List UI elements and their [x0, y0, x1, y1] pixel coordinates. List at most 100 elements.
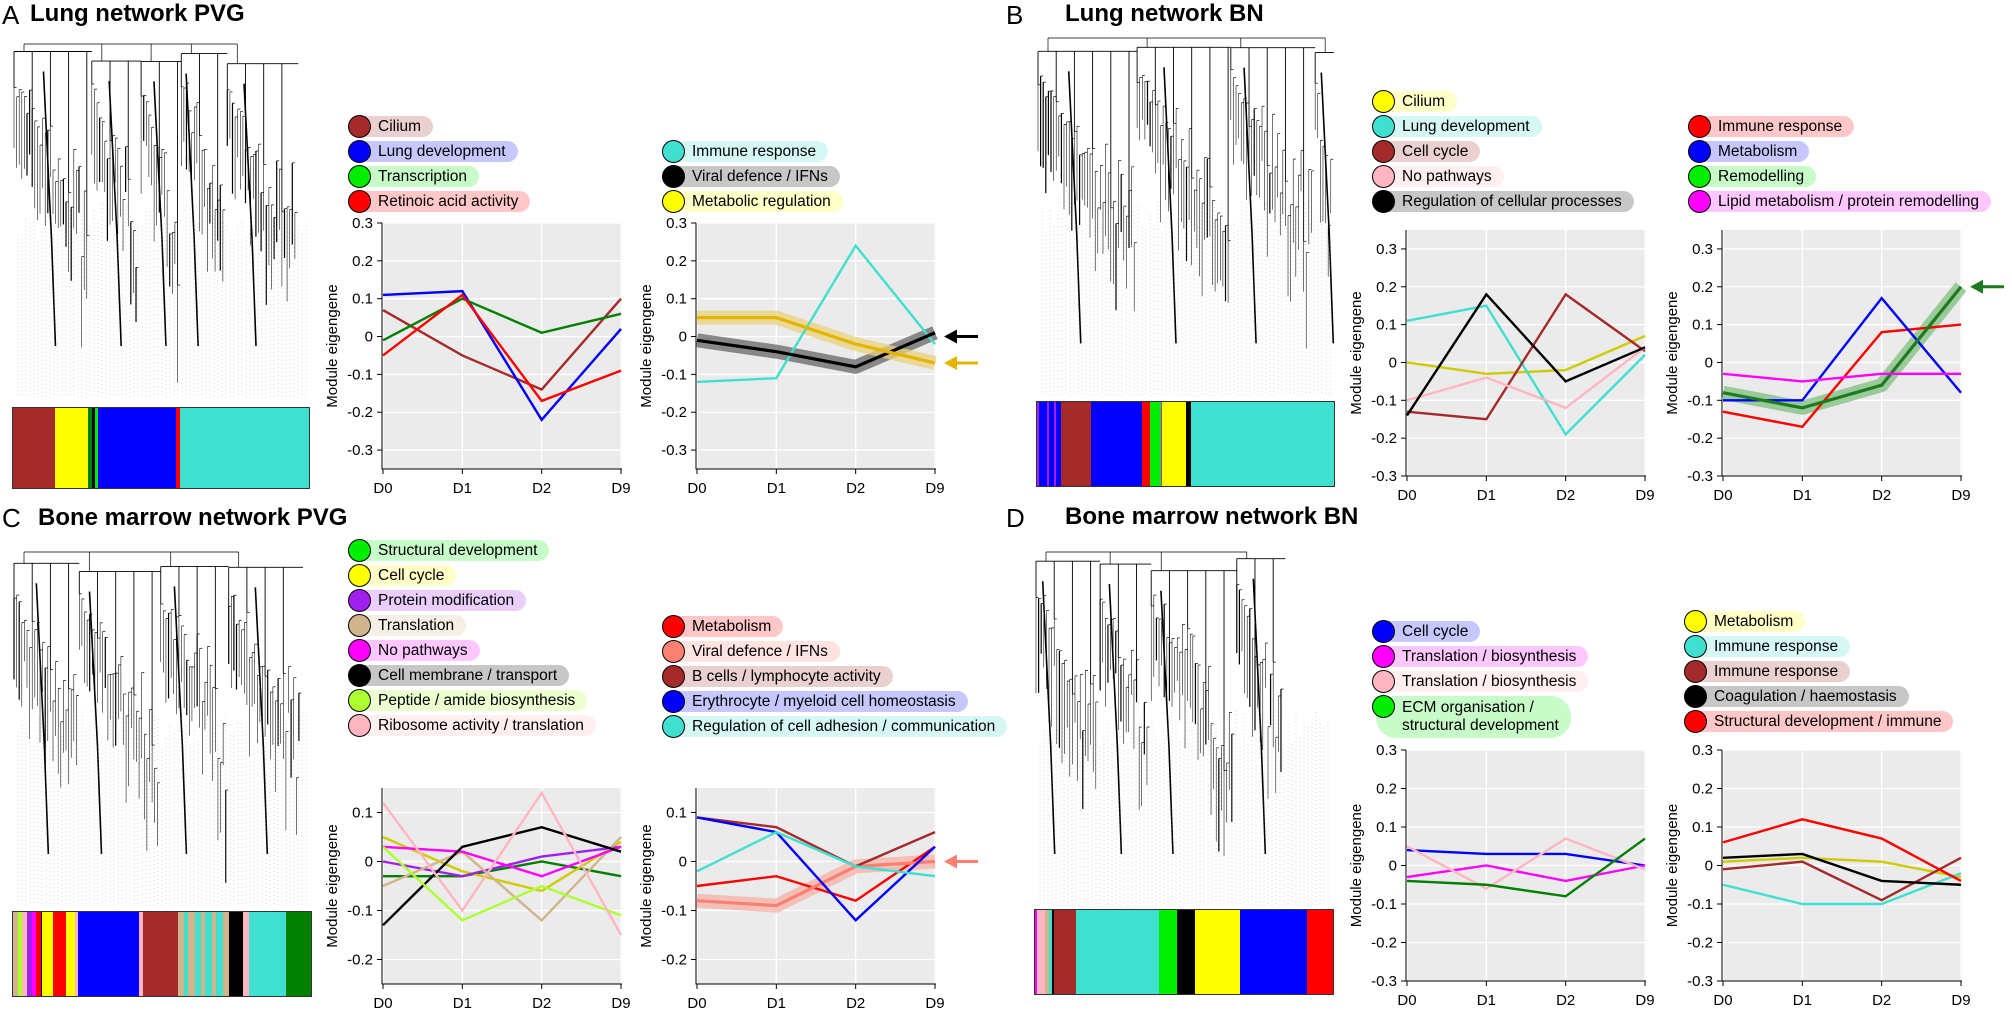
strip-segment: [1240, 910, 1307, 994]
strip-segment: [1186, 402, 1191, 486]
legend-pill: Cell cycle: [352, 565, 457, 586]
legend-label: Immune response: [1714, 637, 1839, 655]
y-tick-label: 0.3: [1692, 241, 1713, 258]
legend-label: Lung development: [1402, 117, 1530, 135]
strip-segment: [31, 912, 37, 996]
legend-swatch-icon: [662, 165, 685, 188]
series-line: [382, 790, 623, 936]
legend-label: Viral defence / IFNs: [692, 167, 828, 185]
legend-label: Cilium: [378, 117, 422, 135]
y-tick-label: -0.3: [1687, 468, 1713, 485]
y-tick-label: 0.3: [1692, 742, 1713, 759]
dendrogram-leaves: [1039, 710, 1329, 906]
series-line: [382, 297, 622, 391]
y-tick-label: -0.3: [347, 442, 373, 459]
legend-pill: No pathways: [352, 640, 480, 661]
strip-segment: [216, 912, 223, 996]
legend-swatch-icon: [662, 640, 685, 663]
x-tick-label: D9: [611, 480, 630, 497]
legend-pill: No pathways: [1376, 166, 1504, 187]
legend-pill: Translation / biosynthesis: [1376, 646, 1589, 667]
strip-segment: [1090, 402, 1142, 486]
legend-swatch-icon: [348, 190, 371, 213]
line-chart-d1: -0.3 -0.2 -0.1 0 0.1 0.2 0.3 D0 D1 D2 D9 Module eig…: [1348, 742, 1655, 1009]
series-line: [382, 836, 622, 922]
y-tick-label: -0.2: [661, 952, 687, 969]
series-line: [696, 859, 936, 908]
series-line: [1722, 852, 1962, 886]
legend-label: No pathways: [1402, 167, 1492, 185]
legend-pill: Cell cycle: [1376, 141, 1481, 162]
legend-swatch-icon: [1372, 645, 1395, 668]
legend-pill: Immune response: [1688, 661, 1851, 682]
legend-pill: Transcription: [352, 166, 480, 187]
strip-segment: [17, 912, 23, 996]
y-axis-label: Module eigengene: [638, 284, 655, 407]
legend-swatch-icon: [1372, 115, 1395, 138]
x-tick-label: D0: [1713, 992, 1732, 1009]
plot-background: [1722, 230, 1962, 476]
strip-segment: [75, 912, 79, 996]
legend-swatch-icon: [1372, 140, 1395, 163]
strip-segment: [13, 912, 18, 996]
y-tick-label: -0.1: [661, 903, 687, 920]
legend-label: Structural development: [378, 541, 538, 559]
series-line: [1406, 346, 1646, 410]
y-tick-label: -0.2: [661, 404, 687, 421]
y-tick-label: 0.1: [666, 291, 687, 308]
legend-pill: Cilium: [1376, 91, 1458, 112]
legend-pill: Retinoic acid activity: [352, 191, 531, 212]
module-color-strip-a: [12, 407, 310, 489]
series-line: [1722, 323, 1962, 429]
y-tick-label: 0.1: [1376, 819, 1397, 836]
strip-segment: [1037, 402, 1040, 486]
legend-label-line2: structural development: [1402, 717, 1559, 734]
series-line: [697, 316, 936, 365]
line-chart-c1: -0.2 -0.1 0 0.1 D0 D1 D2 D9 Module eigengene: [324, 788, 631, 1012]
y-tick-label: -0.3: [661, 442, 687, 459]
y-tick-label: 0.3: [1376, 742, 1397, 759]
dendrogram-branches: [13, 551, 304, 883]
legend-label: Lipid metabolism / protein remodelling: [1718, 192, 1980, 210]
strip-segment: [1049, 910, 1052, 994]
strip-segment: [1141, 402, 1151, 486]
strip-segment: [143, 912, 178, 996]
legend-label: No pathways: [378, 641, 468, 659]
panel-b-title: Lung network BN: [1065, 0, 1264, 27]
x-tick-label: D0: [1397, 487, 1416, 504]
y-tick-label: 0.3: [1376, 241, 1397, 258]
y-tick-label: 0: [679, 854, 687, 871]
x-tick-label: D0: [373, 995, 392, 1012]
y-tick-label: -0.1: [1371, 896, 1397, 913]
series-line: [382, 825, 622, 927]
panel-a-title: Lung network PVG: [30, 0, 245, 27]
legend-pill: Viral defence / IFNs: [666, 641, 840, 662]
series-line: [1406, 848, 1646, 867]
x-tick-label: D1: [767, 995, 786, 1012]
legend-pill: ECM organisation / structural development: [1376, 696, 1571, 738]
legend-label: Remodelling: [1718, 167, 1805, 185]
x-tick-label: D9: [1951, 992, 1970, 1009]
legend-pill: Cell cycle: [1376, 621, 1481, 642]
y-tick-label: -0.1: [347, 366, 373, 383]
x-tick-label: D2: [1872, 992, 1891, 1009]
strip-segment: [55, 408, 89, 488]
strip-segment: [1039, 402, 1047, 486]
legend-swatch-icon: [1372, 620, 1395, 643]
y-tick-label: -0.1: [1371, 392, 1397, 409]
strip-segment: [176, 408, 181, 488]
strip-segment: [183, 912, 189, 996]
legend-pill: Immune response: [1692, 116, 1855, 137]
x-tick-label: D9: [925, 995, 944, 1012]
panel-d-letter: D: [1006, 503, 1025, 533]
legend-pill: Cilium: [352, 116, 434, 137]
x-tick-label: D9: [1635, 992, 1654, 1009]
legend-pill: Metabolism: [1692, 141, 1810, 162]
panel-b-letter: B: [1006, 0, 1024, 30]
legend-swatch-icon: [1372, 190, 1395, 213]
y-tick-label: -0.1: [347, 903, 373, 920]
legend-swatch-icon: [662, 665, 685, 688]
y-axis-label: Module eigengene: [1664, 804, 1681, 927]
dendrogram-leaves: [17, 202, 307, 398]
strip-segment: [1053, 402, 1057, 486]
